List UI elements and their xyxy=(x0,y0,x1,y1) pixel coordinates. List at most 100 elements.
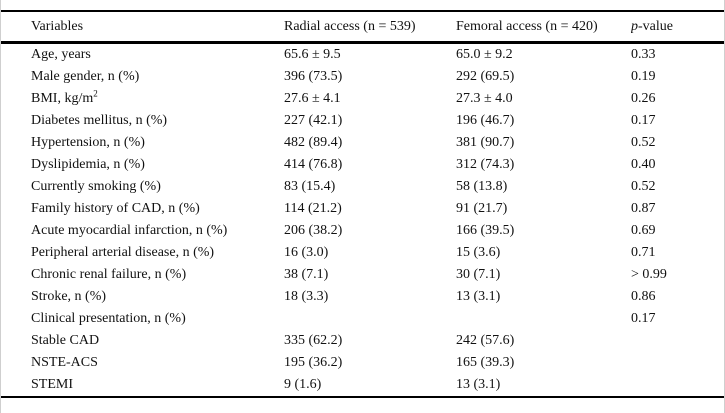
radial-value-cell: 414 (76.8) xyxy=(284,157,343,172)
variable-label: NSTE-ACS xyxy=(31,355,98,370)
variable-cell: Currently smoking (%) xyxy=(1,176,284,198)
femoral-value-cell: 312 (74.3) xyxy=(456,157,515,172)
radial-value-cell: 335 (62.2) xyxy=(284,333,343,348)
p-value-cell: 0.33 xyxy=(631,47,656,62)
variable-label: Age, years xyxy=(31,47,91,62)
radial-value-cell: 195 (36.2) xyxy=(284,355,343,370)
variable-cell: Acute myocardial infarction, n (%) xyxy=(1,220,284,242)
femoral-value-cell: 292 (69.5) xyxy=(456,69,515,84)
table-row: Diabetes mellitus, n (%) 227 (42.1) 196 (4… xyxy=(1,110,724,132)
radial-value-cell: 38 (7.1) xyxy=(284,267,329,282)
variable-cell: Diabetes mellitus, n (%) xyxy=(1,110,284,132)
variable-label: Family history of CAD, n (%) xyxy=(31,201,200,216)
table-row: BMI, kg/m2 27.6 ± 4.1 27.3 ± 4.0 0.26 xyxy=(1,88,724,110)
p-value-cell: 0.17 xyxy=(631,311,656,326)
p-value-cell xyxy=(631,352,724,374)
femoral-value-cell: 65.0 ± 9.2 xyxy=(456,47,513,62)
p-value-cell: 0.26 xyxy=(631,91,656,106)
variable-cell: Stroke, n (%) xyxy=(1,286,284,308)
p-value-cell: 0.17 xyxy=(631,113,656,128)
table-row: Chronic renal failure, n (%) 38 (7.1) 30 (… xyxy=(1,264,724,286)
femoral-value-cell: 27.3 ± 4.0 xyxy=(456,91,513,106)
table-row: Dyslipidemia, n (%) 414 (76.8) 312 (74.3) 0… xyxy=(1,154,724,176)
variable-label: Chronic renal failure, n (%) xyxy=(31,267,187,282)
variable-cell: NSTE-ACS xyxy=(1,352,284,374)
variable-cell: Dyslipidemia, n (%) xyxy=(1,154,284,176)
table-row: Age, years 65.6 ± 9.5 65.0 ± 9.2 0.33 xyxy=(1,43,724,67)
column-header-variables: Variables xyxy=(1,11,284,44)
p-value-italic-p: p xyxy=(631,19,638,34)
variable-label: BMI, kg/m xyxy=(31,91,94,106)
femoral-value-cell: 242 (57.6) xyxy=(456,333,515,348)
table-body: Age, years 65.6 ± 9.5 65.0 ± 9.2 0.33 Male g… xyxy=(1,43,724,398)
table-row: STEMI 9 (1.6) 13 (3.1) xyxy=(1,374,724,397)
femoral-value-cell: 13 (3.1) xyxy=(456,289,501,304)
radial-value-cell: 18 (3.3) xyxy=(284,289,329,304)
superscript: 2 xyxy=(93,88,98,99)
column-header-femoral-access: Femoral access (n = 420) xyxy=(456,11,631,44)
table-row: Currently smoking (%) 83 (15.4) 58 (13.8) 0… xyxy=(1,176,724,198)
radial-value-cell: 396 (73.5) xyxy=(284,69,343,84)
radial-value-cell: 114 (21.2) xyxy=(284,201,342,216)
radial-value-cell: 227 (42.1) xyxy=(284,113,343,128)
variable-label: Hypertension, n (%) xyxy=(31,135,145,150)
table-header: Variables Radial access (n = 539) Femora… xyxy=(1,11,724,44)
column-header-p-value: p-value xyxy=(631,11,724,44)
variable-cell: Chronic renal failure, n (%) xyxy=(1,264,284,286)
p-value-cell: 0.69 xyxy=(631,223,656,238)
baseline-characteristics-table: Variables Radial access (n = 539) Femora… xyxy=(1,10,724,398)
p-value-cell: 0.52 xyxy=(631,179,656,194)
variable-label: Acute myocardial infarction, n (%) xyxy=(31,223,228,238)
radial-value-cell: 83 (15.4) xyxy=(284,179,336,194)
p-value-rest: -value xyxy=(638,19,673,34)
variable-cell: Male gender, n (%) xyxy=(1,66,284,88)
femoral-value-cell: 13 (3.1) xyxy=(456,377,501,392)
variable-label: Diabetes mellitus, n (%) xyxy=(31,113,168,128)
p-value-cell xyxy=(631,374,724,397)
radial-value-cell: 9 (1.6) xyxy=(284,377,322,392)
femoral-value-cell: 58 (13.8) xyxy=(456,179,508,194)
p-value-cell: > 0.99 xyxy=(631,267,667,282)
variable-cell: Stable CAD xyxy=(1,330,284,352)
variable-label: Currently smoking (%) xyxy=(31,179,161,194)
variable-label: Male gender, n (%) xyxy=(31,69,140,84)
radial-value-cell: 482 (89.4) xyxy=(284,135,343,150)
femoral-value-cell: 15 (3.6) xyxy=(456,245,501,260)
variable-cell: Clinical presentation, n (%) xyxy=(1,308,284,330)
variable-label: Peripheral arterial disease, n (%) xyxy=(31,245,215,260)
variable-label: Stroke, n (%) xyxy=(31,289,107,304)
p-value-cell: 0.19 xyxy=(631,69,656,84)
variable-label: Dyslipidemia, n (%) xyxy=(31,157,145,172)
variable-label: Stable CAD xyxy=(31,333,100,348)
radial-value-cell: 206 (38.2) xyxy=(284,223,343,238)
variable-cell: BMI, kg/m2 xyxy=(1,88,284,110)
table-row: Acute myocardial infarction, n (%) 206 (3… xyxy=(1,220,724,242)
table-row: Clinical presentation, n (%) 0.17 xyxy=(1,308,724,330)
femoral-value-cell: 165 (39.3) xyxy=(456,355,515,370)
variable-cell: STEMI xyxy=(1,374,284,397)
table-row: Male gender, n (%) 396 (73.5) 292 (69.5) 0.… xyxy=(1,66,724,88)
variable-cell: Peripheral arterial disease, n (%) xyxy=(1,242,284,264)
variable-label: Clinical presentation, n (%) xyxy=(31,311,186,326)
p-value-cell: 0.86 xyxy=(631,289,656,304)
femoral-value-cell: 166 (39.5) xyxy=(456,223,515,238)
variable-cell: Age, years xyxy=(1,43,284,67)
p-value-cell: 0.40 xyxy=(631,157,656,172)
table-row: NSTE-ACS 195 (36.2) 165 (39.3) xyxy=(1,352,724,374)
variable-label: STEMI xyxy=(31,377,73,392)
p-value-cell xyxy=(631,330,724,352)
femoral-value-cell: 381 (90.7) xyxy=(456,135,515,150)
variable-cell: Hypertension, n (%) xyxy=(1,132,284,154)
variable-cell: Family history of CAD, n (%) xyxy=(1,198,284,220)
femoral-value-cell: 196 (46.7) xyxy=(456,113,515,128)
table-row: Stable CAD 335 (62.2) 242 (57.6) xyxy=(1,330,724,352)
radial-value-cell: 27.6 ± 4.1 xyxy=(284,91,341,106)
femoral-value-cell: 30 (7.1) xyxy=(456,267,501,282)
radial-value-cell: 16 (3.0) xyxy=(284,245,329,260)
femoral-value-cell xyxy=(456,308,631,330)
table-row: Family history of CAD, n (%) 114 (21.2) 91… xyxy=(1,198,724,220)
radial-value-cell: 65.6 ± 9.5 xyxy=(284,47,341,62)
femoral-value-cell: 91 (21.7) xyxy=(456,201,508,216)
p-value-cell: 0.71 xyxy=(631,245,656,260)
